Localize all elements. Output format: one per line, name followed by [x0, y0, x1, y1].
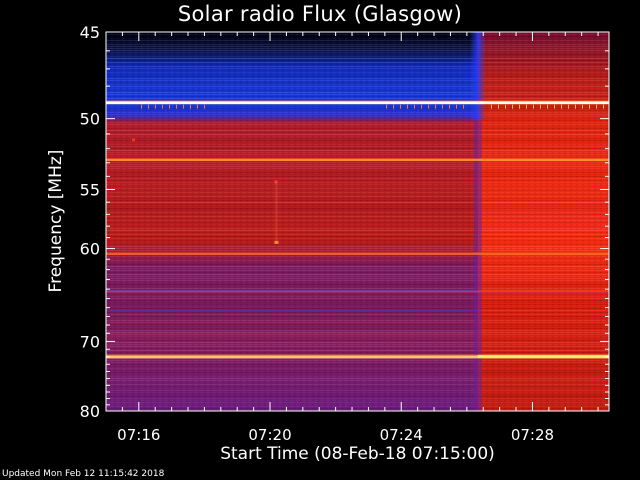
burst-tick	[512, 104, 513, 109]
burst-tick	[449, 104, 450, 109]
burst-tick	[554, 104, 555, 109]
burst-tick	[456, 104, 457, 109]
bright-lane-halo	[106, 354, 609, 356]
burst-tick	[519, 104, 520, 109]
x-tick-label: 07:24	[380, 426, 423, 444]
y-ticks: 45 50 55 60 70 80	[80, 23, 609, 421]
bright-lane-halo	[106, 157, 609, 159]
dark-lane	[106, 208, 478, 210]
burst-tick	[148, 104, 149, 109]
burst-tick	[155, 104, 156, 109]
burst-tick	[414, 104, 415, 109]
bright-lane-halo	[106, 290, 609, 292]
x-tick-label: 07:16	[117, 426, 160, 444]
y-axis-label: Frequency [MHz]	[46, 149, 66, 293]
burst-tick	[183, 104, 184, 109]
x-ticks: 07:16 07:20 07:24 07:28	[117, 32, 599, 444]
bright-lane	[106, 158, 609, 161]
burst-tick	[498, 104, 499, 109]
y-tick-label: 60	[80, 240, 100, 259]
burst-tick	[596, 104, 597, 109]
dark-lane	[106, 309, 478, 312]
burst-tick	[589, 104, 590, 109]
bright-lane-after	[477, 354, 609, 358]
y-tick-label: 50	[80, 110, 100, 129]
burst-tick	[463, 104, 464, 109]
burst-spot	[274, 240, 279, 244]
burst-tick	[190, 104, 191, 109]
bright-lane-halo	[106, 251, 609, 253]
bright-lane	[106, 355, 609, 359]
x-axis-label: Start Time (08-Feb-18 07:15:00)	[220, 444, 495, 464]
updated-footer: Updated Mon Feb 12 11:15:42 2018	[2, 469, 165, 479]
boundary-edge	[473, 120, 482, 411]
burst-tick	[540, 104, 541, 109]
y-tick-label: 45	[80, 23, 100, 42]
chart-title: Solar radio Flux (Glasgow)	[177, 2, 463, 26]
burst-tick	[386, 104, 387, 109]
x-tick-label: 07:20	[248, 426, 291, 444]
burst-tick	[561, 104, 562, 109]
burst-spot	[274, 180, 278, 184]
burst-spot	[132, 138, 135, 142]
burst-tick	[400, 104, 401, 109]
burst-tick	[568, 104, 569, 109]
burst-tick	[204, 104, 205, 109]
dark-lane	[106, 303, 478, 305]
spectrogram	[106, 32, 609, 411]
y-tick-label: 80	[80, 402, 100, 421]
dark-lane	[106, 329, 478, 331]
boundary-glow	[469, 32, 486, 120]
burst-tick	[197, 104, 198, 109]
burst-tick	[442, 104, 443, 109]
burst-tick	[407, 104, 408, 109]
bright-lane	[106, 101, 609, 105]
burst-tick	[141, 104, 142, 109]
burst-tick	[421, 104, 422, 109]
burst-tick	[435, 104, 436, 109]
burst-tick	[491, 104, 492, 109]
burst-tick	[393, 104, 394, 109]
burst-tick	[169, 104, 170, 109]
y-tick-label: 70	[80, 332, 100, 351]
burst-tick	[176, 104, 177, 109]
plot-border	[105, 31, 610, 412]
burst-tick	[603, 104, 604, 109]
burst-tick	[428, 104, 429, 109]
burst-tick	[162, 104, 163, 109]
bright-lane	[106, 252, 609, 255]
bright-lane-halo	[106, 100, 609, 102]
x-tick-label: 07:28	[511, 426, 554, 444]
burst-tick	[533, 104, 534, 109]
burst-tick	[526, 104, 527, 109]
bright-lane	[106, 291, 609, 293]
burst-tick	[575, 104, 576, 109]
plot-frame	[105, 31, 610, 412]
speckle-texture	[106, 32, 609, 411]
y-tick-label: 55	[80, 181, 100, 200]
burst-tick	[582, 104, 583, 109]
dark-lane	[106, 289, 478, 292]
burst-tick	[505, 104, 506, 109]
streak	[275, 183, 278, 244]
burst-tick	[547, 104, 548, 109]
